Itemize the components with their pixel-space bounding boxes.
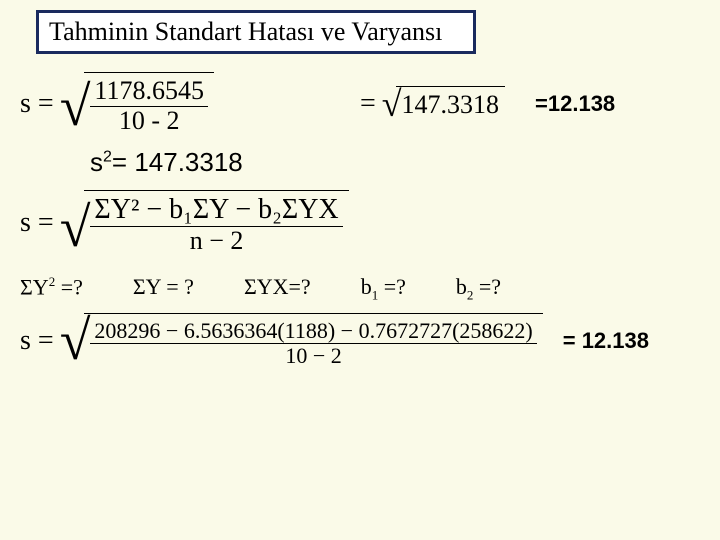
eq3-frac: 208296 − 6.5636364(1188) − 0.7672727(258…	[90, 319, 536, 368]
page-title-box: Tahminin Standart Hatası ve Varyansı	[36, 10, 476, 54]
eq1-den: 10 - 2	[115, 107, 184, 136]
equation-1: s = √ 1178.6545 10 - 2 = √ 147.3318 =12.…	[20, 72, 700, 135]
eq1-sqrt2: √ 147.3318	[382, 86, 505, 122]
eq1-equals: =	[354, 88, 382, 120]
eq1-lhs: s =	[20, 88, 54, 120]
eq3-den: 10 − 2	[281, 344, 345, 368]
eq3-num: 208296 − 6.5636364(1188) − 0.7672727(258…	[90, 319, 536, 343]
equation-2: s = √ ΣY² − b₁ΣY − b₂ΣYX n − 2	[20, 190, 700, 255]
equation-3: s = √ 208296 − 6.5636364(1188) − 0.76727…	[20, 313, 700, 369]
q-sigma-y2: ΣY2 =?	[20, 274, 83, 303]
q-sigma-y: ΣY = ?	[133, 274, 194, 303]
eq2-sqrt: √ ΣY² − b₁ΣY − b₂ΣYX n − 2	[60, 190, 349, 255]
eq2-lhs: s =	[20, 207, 54, 239]
s2-rest: = 147.3318	[112, 147, 243, 177]
question-row: ΣY2 =? ΣY = ? ΣYX=? b1 =? b2 =?	[20, 274, 700, 303]
q-b1: b1 =?	[361, 274, 406, 303]
s2-sup: 2	[103, 149, 112, 166]
variance-line: s2= 147.3318	[90, 147, 700, 178]
q-sigma-yx: ΣYX=?	[244, 274, 311, 303]
eq2-den: n − 2	[186, 227, 248, 256]
eq3-lhs: s =	[20, 325, 54, 357]
eq1-sqrt1: √ 1178.6545 10 - 2	[60, 72, 214, 135]
eq2-num: ΣY² − b₁ΣY − b₂ΣYX	[90, 195, 342, 226]
eq1-frac: 1178.6545 10 - 2	[90, 77, 208, 135]
eq1-inner: 147.3318	[402, 90, 500, 120]
s2-s: s	[90, 147, 103, 177]
page-title: Tahminin Standart Hatası ve Varyansı	[49, 17, 442, 46]
eq3-answer: = 12.138	[563, 328, 649, 354]
eq3-sqrt: √ 208296 − 6.5636364(1188) − 0.7672727(2…	[60, 313, 543, 369]
eq1-num: 1178.6545	[90, 77, 208, 106]
eq1-answer: =12.138	[535, 91, 615, 117]
q-b2: b2 =?	[456, 274, 501, 303]
eq2-frac: ΣY² − b₁ΣY − b₂ΣYX n − 2	[90, 195, 342, 255]
